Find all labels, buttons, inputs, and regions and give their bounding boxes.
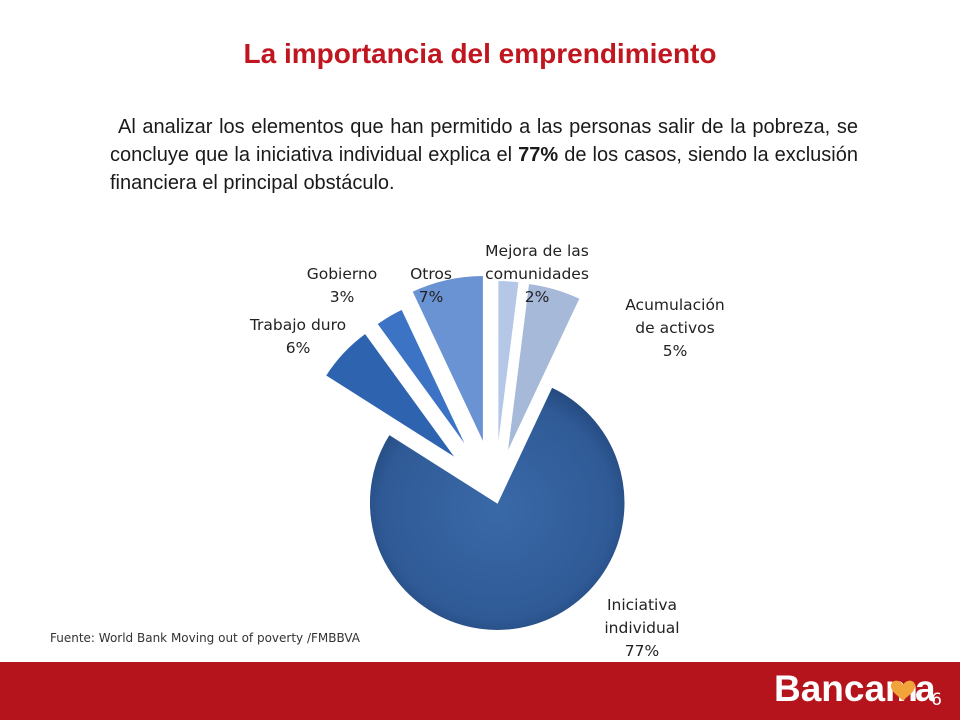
pie-slice (505, 282, 582, 455)
pie-slice (375, 307, 470, 451)
pie-slice (410, 274, 485, 445)
intro-text-end: de los casos, siendo la exclusión financ… (110, 144, 858, 194)
slice-value-label: 3% (330, 288, 355, 306)
footer-bar (0, 662, 960, 720)
slice-category-label: Trabajo duro (249, 316, 346, 334)
heart-icon (890, 680, 916, 701)
slice-category-label: Gobierno (307, 265, 378, 283)
pie-chart: Mejora de las comunidades 2% Acumulación de … (249, 242, 725, 660)
slice-value-label: 77% (625, 642, 659, 660)
pie-slices (324, 274, 626, 632)
pie-slice (324, 332, 458, 461)
pie-slice (496, 279, 521, 454)
pie-labels: Mejora de las comunidades 2% Acumulación de … (249, 242, 725, 660)
slice-category-label: Otros (410, 265, 452, 283)
intro-paragraph: Al analizar los elementos que han permit… (110, 113, 858, 197)
slice-value-label: 6% (286, 339, 311, 357)
slice-value-label: 7% (419, 288, 444, 306)
slice-category-label: individual (604, 619, 679, 637)
intro-highlight: 77% (518, 144, 559, 166)
source-note: Fuente: World Bank Moving out of poverty… (50, 631, 361, 645)
slice-category-label: Iniciativa (607, 596, 677, 614)
intro-text-start: Al analizar los elementos que han permit… (110, 116, 858, 166)
slice-category-label: de activos (635, 319, 714, 337)
slice-value-label: 5% (663, 342, 688, 360)
page-number: 6 (931, 690, 942, 710)
slide-title: La importancia del emprendimiento (243, 38, 717, 69)
slice-value-label: 2% (525, 288, 550, 306)
slice-category-label: comunidades (485, 265, 589, 283)
slice-category-label: Acumulación (625, 296, 725, 314)
slice-category-label: Mejora de las (485, 242, 589, 260)
svg-text:a: a (915, 668, 935, 709)
pie-slice (368, 385, 626, 632)
bancamia-logo: Bancam a (774, 668, 935, 709)
